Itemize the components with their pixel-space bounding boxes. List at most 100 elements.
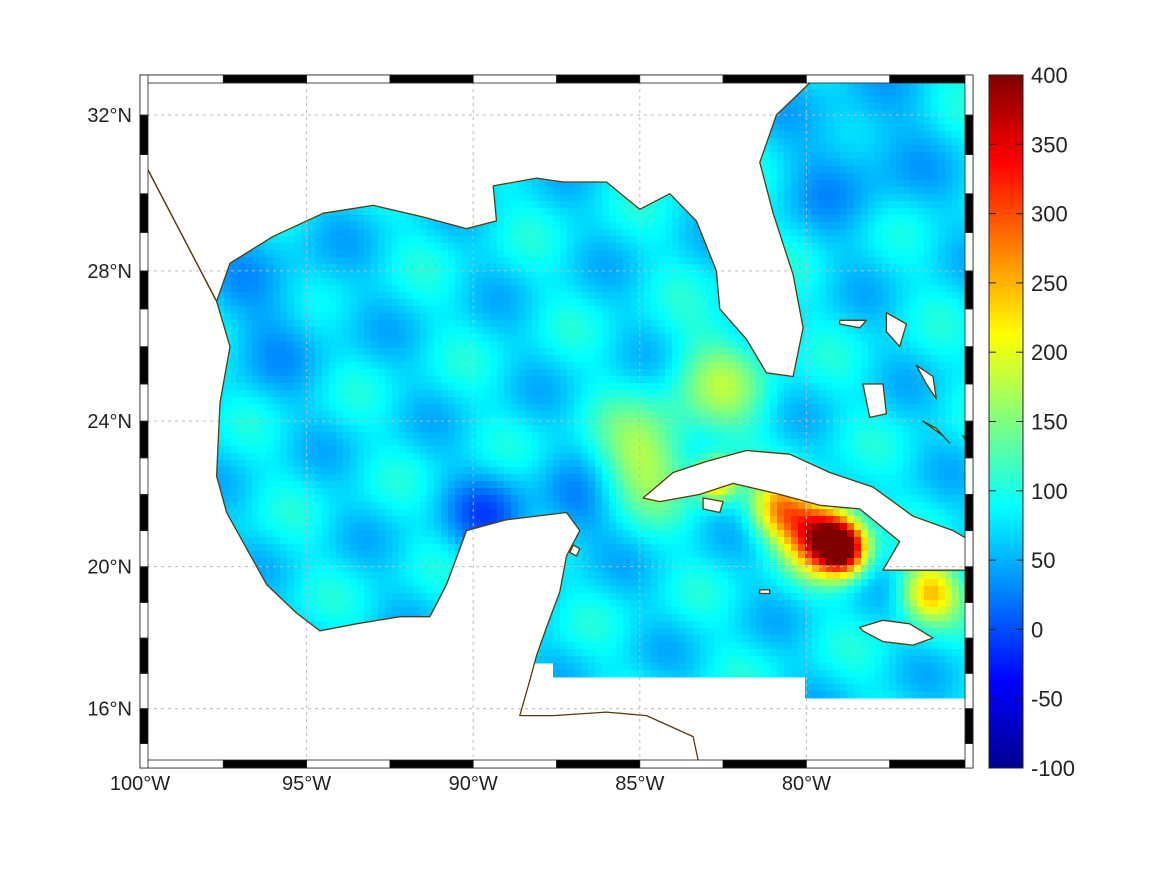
field-cell: [434, 320, 442, 328]
field-cell: [518, 334, 526, 342]
field-cell: [259, 614, 267, 622]
field-cell: [357, 439, 365, 447]
field-cell: [315, 313, 323, 321]
field-cell: [483, 110, 491, 118]
field-cell: [434, 509, 442, 517]
field-cell: [259, 565, 267, 573]
field-cell: [371, 474, 379, 482]
field-cell: [616, 509, 624, 517]
field-cell: [399, 334, 407, 342]
field-cell: [273, 341, 281, 349]
field-cell: [546, 229, 554, 237]
field-cell: [371, 425, 379, 433]
field-cell: [504, 348, 512, 356]
field-cell: [315, 516, 323, 524]
field-cell: [553, 509, 561, 517]
field-cell: [266, 600, 274, 608]
field-cell: [350, 649, 358, 657]
field-cell: [483, 530, 491, 538]
field-cell: [602, 439, 610, 447]
field-cell: [532, 579, 540, 587]
field-cell: [406, 173, 414, 181]
field-cell: [588, 432, 596, 440]
field-cell: [252, 607, 260, 615]
field-cell: [504, 453, 512, 461]
field-cell: [231, 516, 239, 524]
field-cell: [266, 278, 274, 286]
field-cell: [336, 411, 344, 419]
field-cell: [273, 600, 281, 608]
field-cell: [560, 327, 568, 335]
field-cell: [497, 474, 505, 482]
field-cell: [371, 565, 379, 573]
field-cell: [525, 642, 533, 650]
field-cell: [308, 537, 316, 545]
field-cell: [238, 257, 246, 265]
field-cell: [224, 285, 232, 293]
field-cell: [217, 432, 225, 440]
field-cell: [371, 502, 379, 510]
field-cell: [483, 502, 491, 510]
field-cell: [315, 166, 323, 174]
field-cell: [315, 355, 323, 363]
field-cell: [406, 201, 414, 209]
field-cell: [574, 432, 582, 440]
field-cell: [343, 558, 351, 566]
field-cell: [595, 250, 603, 258]
field-cell: [287, 530, 295, 538]
field-cell: [427, 516, 435, 524]
field-cell: [476, 159, 484, 167]
field-cell: [357, 173, 365, 181]
field-cell: [420, 481, 428, 489]
field-cell: [420, 208, 428, 216]
field-cell: [511, 201, 519, 209]
field-cell: [280, 250, 288, 258]
field-cell: [301, 572, 309, 580]
field-cell: [329, 397, 337, 405]
field-cell: [308, 544, 316, 552]
field-cell: [357, 313, 365, 321]
field-cell: [259, 355, 267, 363]
field-cell: [525, 432, 533, 440]
field-cell: [532, 481, 540, 489]
field-cell: [560, 103, 568, 111]
field-cell: [595, 474, 603, 482]
field-cell: [511, 565, 519, 573]
field-cell: [301, 460, 309, 468]
field-cell: [301, 285, 309, 293]
field-cell: [371, 341, 379, 349]
field-cell: [273, 551, 281, 559]
field-cell: [315, 306, 323, 314]
field-cell: [574, 670, 582, 678]
field-cell: [602, 453, 610, 461]
field-cell: [427, 341, 435, 349]
field-cell: [259, 327, 267, 335]
field-cell: [518, 201, 526, 209]
field-cell: [546, 369, 554, 377]
field-cell: [476, 320, 484, 328]
field-cell: [273, 439, 281, 447]
field-cell: [343, 236, 351, 244]
field-cell: [609, 572, 617, 580]
field-cell: [511, 488, 519, 496]
field-cell: [581, 229, 589, 237]
field-cell: [322, 397, 330, 405]
field-cell: [308, 320, 316, 328]
field-cell: [511, 215, 519, 223]
field-cell: [490, 439, 498, 447]
field-cell: [427, 411, 435, 419]
field-cell: [224, 621, 232, 629]
field-cell: [427, 138, 435, 146]
field-cell: [595, 320, 603, 328]
field-cell: [441, 187, 449, 195]
field-cell: [301, 124, 309, 132]
field-cell: [329, 649, 337, 657]
field-cell: [434, 89, 442, 97]
field-cell: [329, 376, 337, 384]
field-cell: [336, 376, 344, 384]
field-cell: [413, 439, 421, 447]
field-cell: [455, 530, 463, 538]
field-cell: [259, 257, 267, 265]
field-cell: [378, 348, 386, 356]
field-cell: [371, 607, 379, 615]
